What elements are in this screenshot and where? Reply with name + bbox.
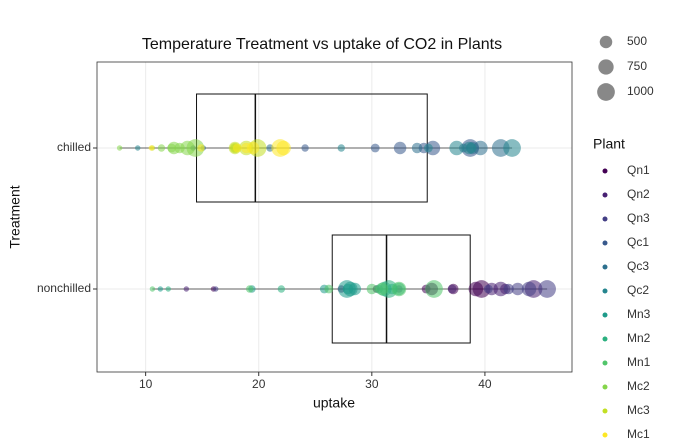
legend-key	[602, 240, 608, 246]
legend-label: Mn3	[627, 307, 651, 321]
point	[425, 280, 443, 298]
x-tick-label: 30	[365, 377, 379, 391]
point	[493, 281, 509, 297]
size-legend-label: 1000	[627, 84, 654, 98]
legend-key	[602, 216, 608, 222]
legend-label: Mn2	[627, 331, 651, 345]
legend-key	[602, 408, 608, 414]
legend-label: Mc2	[627, 379, 650, 393]
legend-label: Qn2	[627, 187, 650, 201]
point	[232, 143, 242, 153]
y-tick-label: nonchilled	[37, 281, 91, 295]
point	[483, 284, 493, 294]
point	[393, 141, 407, 155]
point	[423, 143, 433, 153]
size-legend-key	[599, 35, 613, 49]
legend-label: Mn1	[627, 355, 651, 369]
point	[301, 144, 309, 152]
point	[148, 145, 155, 151]
legend-title: Plant	[593, 136, 625, 152]
legend-key	[602, 264, 608, 270]
point	[375, 282, 389, 296]
point	[197, 144, 205, 152]
point	[213, 286, 219, 292]
point	[186, 139, 205, 157]
point	[246, 141, 260, 155]
point	[157, 144, 166, 152]
y-axis-title: Treatment	[7, 185, 23, 248]
point	[503, 139, 521, 157]
size-legend-key	[598, 59, 614, 75]
point	[324, 284, 334, 294]
legend-key	[602, 192, 608, 198]
point	[149, 286, 156, 292]
point	[157, 286, 164, 292]
x-tick-label: 40	[478, 377, 492, 391]
legend-key	[602, 288, 608, 294]
legend-label: Mc3	[627, 403, 650, 417]
point	[538, 280, 556, 298]
x-tick-label: 10	[139, 377, 153, 391]
point	[391, 281, 407, 297]
point	[447, 284, 457, 294]
legend-label: Qn3	[627, 211, 650, 225]
legend-key	[602, 168, 608, 174]
point	[134, 145, 141, 151]
point	[167, 141, 181, 155]
point	[245, 285, 254, 293]
legend-key	[602, 432, 608, 438]
x-axis-title: uptake	[313, 395, 355, 411]
point	[511, 282, 524, 296]
legend-label: Qc3	[627, 259, 649, 273]
legend-key	[602, 312, 608, 318]
point	[521, 281, 537, 297]
size-legend-label: 750	[627, 59, 647, 73]
point	[337, 144, 345, 152]
point	[165, 286, 171, 292]
size-legend-key	[597, 83, 615, 101]
legend-label: Qc2	[627, 283, 649, 297]
y-tick-label: chilled	[57, 140, 91, 154]
point	[116, 145, 123, 151]
point	[473, 140, 488, 156]
point	[183, 286, 190, 292]
legend-label: Qn1	[627, 163, 650, 177]
point	[277, 285, 286, 293]
point	[271, 139, 290, 157]
legend-key	[602, 384, 608, 390]
legend-key	[602, 360, 608, 366]
point	[462, 141, 476, 155]
chart-title: Temperature Treatment vs uptake of CO2 i…	[142, 36, 502, 53]
legend-key	[602, 336, 608, 342]
panel-border	[96, 61, 573, 373]
x-tick-label: 20	[252, 377, 266, 391]
legend-label: Qc1	[627, 235, 649, 249]
point	[472, 280, 491, 298]
point	[370, 143, 380, 153]
legend-label: Mc1	[627, 427, 650, 438]
point	[503, 283, 514, 295]
point	[449, 140, 464, 156]
point	[366, 283, 378, 295]
point	[411, 142, 423, 154]
size-legend-label: 500	[627, 34, 647, 48]
point	[338, 280, 356, 298]
